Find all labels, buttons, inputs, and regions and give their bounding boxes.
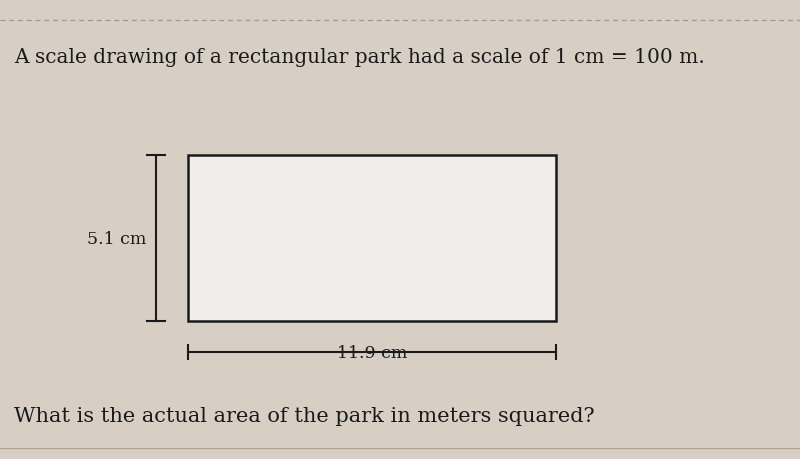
- Text: 11.9 cm: 11.9 cm: [337, 344, 407, 361]
- Text: What is the actual area of the park in meters squared?: What is the actual area of the park in m…: [14, 406, 595, 425]
- Bar: [188, 156, 556, 321]
- Text: A scale drawing of a rectangular park had a scale of 1 cm = 100 m.: A scale drawing of a rectangular park ha…: [14, 48, 705, 67]
- Text: 5.1 cm: 5.1 cm: [87, 230, 146, 247]
